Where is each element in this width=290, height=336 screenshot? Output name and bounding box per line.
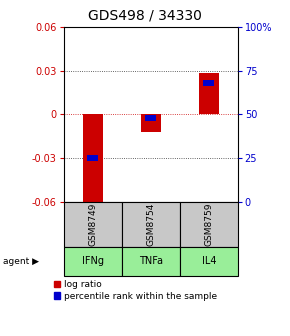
Bar — [87, 155, 98, 161]
Bar — [64, 247, 122, 276]
Bar — [145, 115, 156, 121]
Text: GSM8754: GSM8754 — [146, 203, 155, 246]
Text: agent ▶: agent ▶ — [3, 257, 39, 266]
Bar — [64, 202, 122, 247]
Bar — [122, 202, 180, 247]
Text: GSM8759: GSM8759 — [204, 203, 213, 246]
Text: GDS498 / 34330: GDS498 / 34330 — [88, 8, 202, 23]
Legend: log ratio, percentile rank within the sample: log ratio, percentile rank within the sa… — [54, 280, 217, 301]
Bar — [141, 114, 161, 132]
Text: TNFa: TNFa — [139, 256, 163, 266]
Text: IFNg: IFNg — [82, 256, 104, 266]
Bar — [180, 247, 238, 276]
Bar — [199, 74, 219, 114]
Text: GSM8749: GSM8749 — [88, 203, 97, 246]
Bar — [122, 247, 180, 276]
Bar — [83, 114, 103, 209]
Bar — [180, 202, 238, 247]
Bar — [203, 80, 214, 86]
Text: IL4: IL4 — [202, 256, 216, 266]
